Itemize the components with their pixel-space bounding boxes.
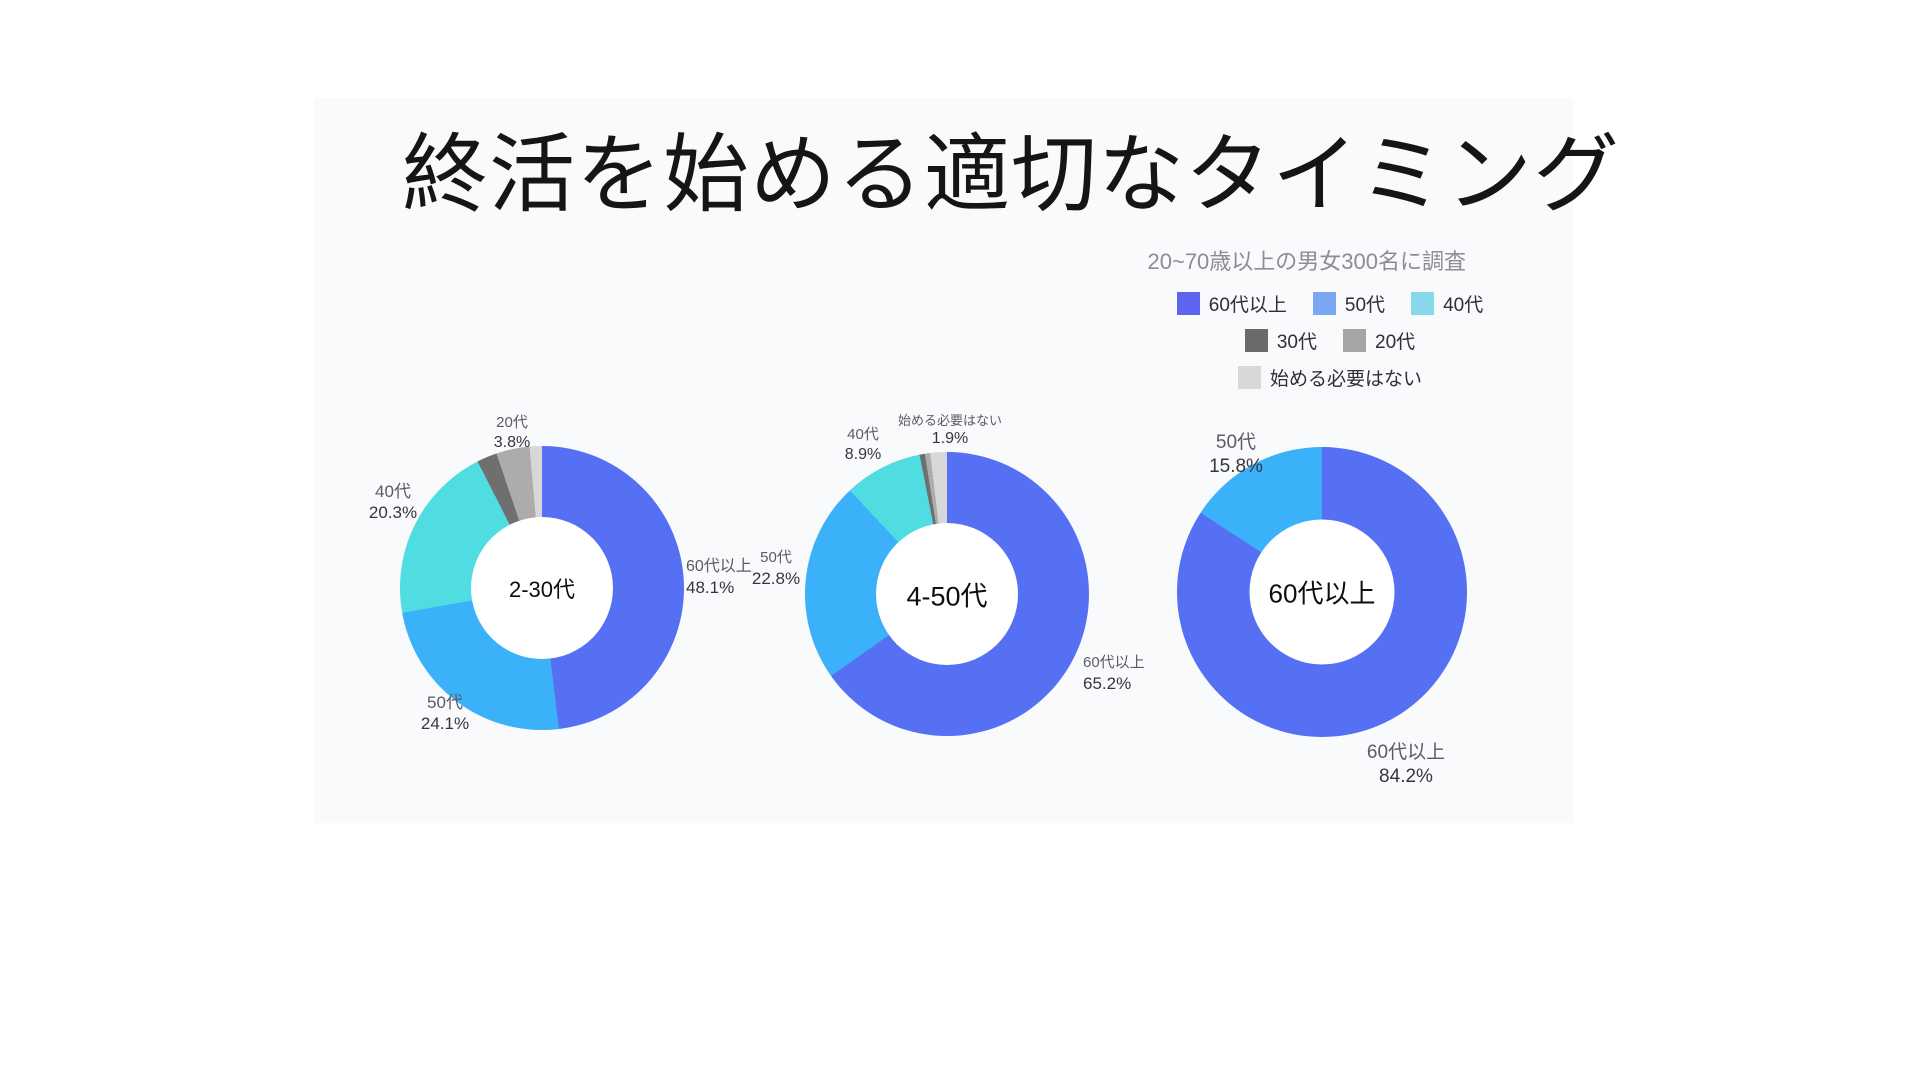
- legend-label: 始める必要はない: [1269, 369, 1422, 390]
- legend-swatch-60s-plus-icon: [1176, 292, 1200, 315]
- legend-label: 60代以上: [1208, 295, 1287, 316]
- slice-label-40s: 40代 20.3%: [368, 482, 418, 523]
- chart-card: 終活を始める適切なタイミング 20~70歳以上の男女300名に調査 60代以上 …: [314, 98, 1619, 823]
- donut-chart-60s-plus: 60代以上: [1177, 447, 1467, 737]
- slice-label-no-need: 始める必要はない 1.9%: [897, 413, 1003, 448]
- slice-label-50s: 50代 22.8%: [751, 549, 801, 588]
- slice-label-50s: 50代 15.8%: [1209, 432, 1263, 477]
- slice-label-60s-plus: 60代以上 84.2%: [1366, 742, 1446, 787]
- donut-hole: [471, 517, 613, 659]
- legend-row-1: 60代以上 50代 40代: [1176, 290, 1483, 317]
- donut-center-label: 4-50代: [906, 581, 988, 612]
- legend-swatch-50s-icon: [1312, 292, 1336, 315]
- donut-hole: [876, 523, 1018, 665]
- donut-hole: [1249, 519, 1395, 665]
- legend-label: 50代: [1344, 295, 1386, 316]
- legend-item-30s: 30代: [1244, 327, 1317, 354]
- page-title: 終活を始める適切なタイミング: [402, 127, 1620, 223]
- legend-row-3: 始める必要はない: [1237, 364, 1422, 391]
- legend-item-40s: 40代: [1411, 290, 1483, 317]
- slice-label-60s-plus: 60代以上 65.2%: [1083, 654, 1145, 693]
- legend-swatch-30s-icon: [1244, 329, 1268, 352]
- donut-chart-20-30s: 2-30代: [400, 446, 684, 730]
- legend-swatch-20s-icon: [1343, 329, 1366, 352]
- donut-center-label: 60代以上: [1268, 578, 1376, 609]
- chart-legend: 60代以上 50代 40代 30代 20代 始める: [1150, 290, 1510, 391]
- slice-label-20s: 20代 3.8%: [493, 414, 531, 451]
- legend-swatch-40s-icon: [1411, 292, 1435, 315]
- legend-item-60s-plus: 60代以上: [1176, 290, 1287, 317]
- legend-swatch-no-need-icon: [1237, 366, 1261, 389]
- legend-label: 40代: [1443, 295, 1484, 316]
- slice-label-50s: 50代 24.1%: [420, 693, 470, 734]
- legend-item-50s: 50代: [1312, 290, 1386, 317]
- legend-item-20s: 20代: [1343, 327, 1415, 354]
- legend-label: 30代: [1276, 332, 1317, 353]
- legend-label: 20代: [1375, 332, 1416, 353]
- donut-center-label: 2-30代: [508, 577, 576, 602]
- donut-chart-40-50s: 4-50代: [805, 452, 1089, 736]
- survey-subtitle: 20~70歳以上の男女300名に調査: [1147, 249, 1467, 274]
- legend-row-2: 30代 20代: [1244, 327, 1415, 354]
- slice-label-60s-plus: 60代以上 48.1%: [686, 558, 752, 597]
- slice-label-40s: 40代 8.9%: [844, 426, 882, 463]
- legend-item-no-need: 始める必要はない: [1237, 364, 1422, 391]
